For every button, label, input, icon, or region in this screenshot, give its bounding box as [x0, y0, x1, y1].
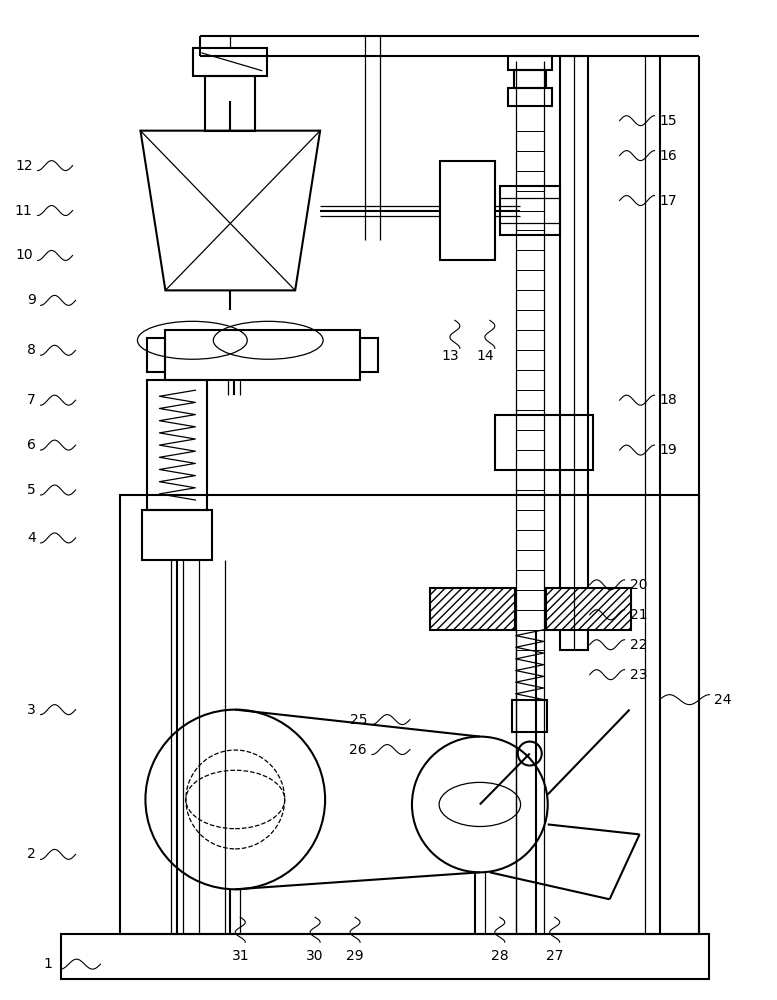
Bar [148, 338, 166, 372]
Text: 23: 23 [629, 668, 647, 682]
Bar [166, 330, 360, 380]
Text: 10: 10 [15, 248, 33, 262]
Bar [495, 415, 593, 470]
Bar [193, 48, 267, 76]
Text: 18: 18 [660, 393, 678, 407]
Bar [142, 510, 212, 560]
Bar [545, 588, 631, 630]
Bar [61, 934, 709, 979]
Text: 28: 28 [491, 949, 509, 963]
Text: 21: 21 [629, 608, 647, 622]
Bar [120, 495, 699, 934]
Text: 30: 30 [306, 949, 324, 963]
Bar [440, 161, 495, 260]
Text: 3: 3 [27, 703, 36, 717]
Text: 22: 22 [629, 638, 647, 652]
Text: 13: 13 [441, 349, 458, 363]
Bar [205, 76, 255, 131]
Text: 14: 14 [476, 349, 493, 363]
Text: 7: 7 [27, 393, 36, 407]
Text: 27: 27 [546, 949, 563, 963]
Bar [559, 56, 587, 650]
Text: 29: 29 [347, 949, 364, 963]
Text: 19: 19 [660, 443, 678, 457]
Bar [508, 88, 552, 106]
Text: 25: 25 [350, 713, 367, 727]
Bar [360, 338, 378, 372]
Text: 15: 15 [660, 114, 677, 128]
Bar [430, 588, 515, 630]
Text: 6: 6 [26, 438, 36, 452]
Bar [500, 186, 559, 235]
Text: 1: 1 [44, 957, 53, 971]
Text: 11: 11 [15, 204, 33, 218]
Text: 31: 31 [232, 949, 249, 963]
Text: 2: 2 [27, 847, 36, 861]
Text: 12: 12 [15, 159, 33, 173]
Bar [512, 700, 547, 732]
Text: 9: 9 [26, 293, 36, 307]
Text: 8: 8 [26, 343, 36, 357]
Text: 17: 17 [660, 194, 677, 208]
Text: 5: 5 [27, 483, 36, 497]
Bar [508, 56, 552, 70]
Text: 26: 26 [350, 743, 367, 757]
Text: 4: 4 [27, 531, 36, 545]
Bar [514, 70, 545, 88]
Text: 20: 20 [629, 578, 647, 592]
Text: 16: 16 [660, 149, 678, 163]
Bar [148, 380, 207, 510]
Text: 24: 24 [714, 693, 732, 707]
